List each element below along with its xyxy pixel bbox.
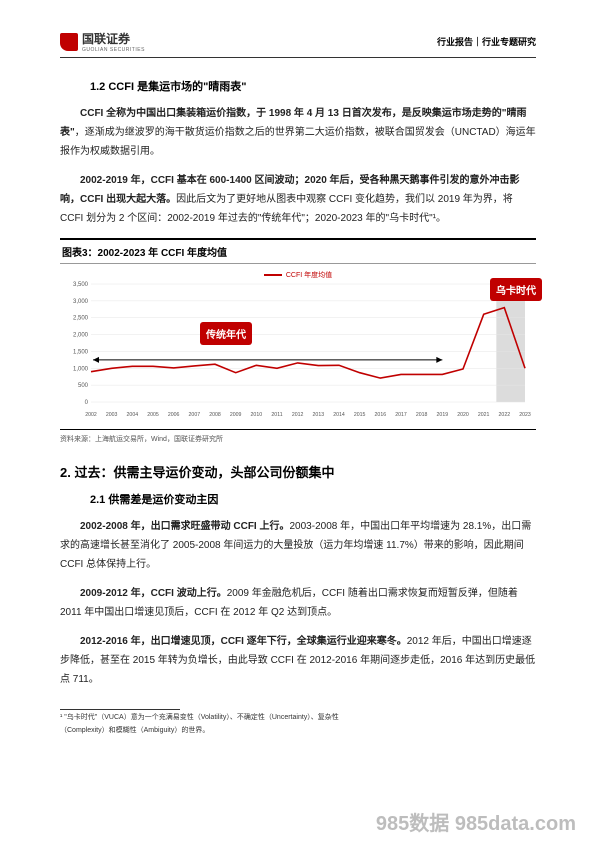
- report-type: 行业报告｜行业专题研究: [437, 35, 536, 48]
- para-2: 2002-2019 年，CCFI 基本在 600-1400 区间波动；2020 …: [60, 171, 536, 228]
- svg-text:2003: 2003: [106, 412, 118, 418]
- svg-text:2002: 2002: [85, 412, 97, 418]
- chart-svg: 3,500 3,000 2,500 2,000 1,500 1,000 500 0 2002 20…: [60, 280, 536, 420]
- svg-text:2005: 2005: [147, 412, 159, 418]
- svg-text:2015: 2015: [354, 412, 366, 418]
- svg-text:2017: 2017: [395, 412, 407, 418]
- svg-text:2009: 2009: [230, 412, 242, 418]
- para-4: 2009-2012 年，CCFI 波动上行。2009 年金融危机后，CCFI 随…: [60, 584, 536, 622]
- svg-text:2019: 2019: [437, 412, 449, 418]
- chart-3: 图表3：2002-2023 年 CCFI 年度均值 CCFI 年度均值 3,50…: [60, 238, 536, 430]
- svg-text:2004: 2004: [127, 412, 139, 418]
- svg-text:0: 0: [85, 400, 89, 406]
- label-traditional-era: 传统年代: [200, 322, 252, 345]
- svg-text:2011: 2011: [271, 412, 282, 418]
- company-name: 国联证券: [82, 30, 145, 47]
- svg-text:2021: 2021: [478, 412, 490, 418]
- svg-text:2013: 2013: [313, 412, 325, 418]
- logo-icon: [60, 33, 78, 51]
- para-1: CCFI 全称为中国出口集装箱运价指数，于 1998 年 4 月 13 日首次发…: [60, 104, 536, 161]
- svg-text:2010: 2010: [251, 412, 263, 418]
- company-name-en: GUOLIAN SECURITIES: [82, 47, 145, 53]
- svg-text:2012: 2012: [292, 412, 304, 418]
- svg-text:2,500: 2,500: [73, 316, 89, 322]
- para-3: 2002-2008 年，出口需求旺盛带动 CCFI 上行。2003-2008 年…: [60, 517, 536, 574]
- chart-legend: CCFI 年度均值: [64, 270, 532, 280]
- para-5: 2012-2016 年，出口增速见顶，CCFI 逐年下行，全球集运行业迎来寒冬。…: [60, 632, 536, 689]
- svg-text:2007: 2007: [189, 412, 201, 418]
- section-1-2-heading: 1.2 CCFI 是集运市场的"晴雨表": [90, 78, 536, 94]
- svg-text:500: 500: [78, 383, 89, 389]
- svg-text:2006: 2006: [168, 412, 180, 418]
- label-vuca-era: 乌卡时代: [490, 278, 542, 301]
- svg-text:2,000: 2,000: [73, 333, 89, 339]
- svg-text:1,500: 1,500: [73, 349, 89, 355]
- svg-text:1,000: 1,000: [73, 366, 89, 372]
- page-header: 国联证券 GUOLIAN SECURITIES 行业报告｜行业专题研究: [60, 30, 536, 58]
- chart-title: 图表3：2002-2023 年 CCFI 年度均值: [60, 240, 536, 264]
- footnote-2: （Complexity）和模糊性（Ambiguity）的世界。: [60, 725, 536, 736]
- footnote-1: ¹ "乌卡时代"（VUCA）意为一个充满易变性（Volatility）、不确定性…: [60, 712, 536, 723]
- svg-text:2016: 2016: [375, 412, 387, 418]
- section-2-1-heading: 2.1 供需差是运价变动主因: [90, 491, 536, 507]
- svg-text:3,500: 3,500: [73, 282, 89, 288]
- svg-text:2020: 2020: [457, 412, 469, 418]
- section-2-heading: 2. 过去：供需主导运价变动，头部公司份额集中: [60, 462, 536, 481]
- logo: 国联证券 GUOLIAN SECURITIES: [60, 30, 145, 53]
- svg-text:2014: 2014: [333, 412, 345, 418]
- svg-text:2018: 2018: [416, 412, 428, 418]
- svg-text:2008: 2008: [209, 412, 221, 418]
- svg-text:2023: 2023: [519, 412, 531, 418]
- svg-text:2022: 2022: [499, 412, 511, 418]
- footnote-rule: [60, 709, 180, 710]
- chart-source: 资料来源：上海航运交易所，Wind，国联证券研究所: [60, 434, 536, 444]
- svg-text:3,000: 3,000: [73, 299, 89, 305]
- chart-area: CCFI 年度均值 3,500 3,000 2,500 2,000 1,500 1,000…: [60, 264, 536, 429]
- watermark: 985数据 985data.com: [376, 807, 576, 836]
